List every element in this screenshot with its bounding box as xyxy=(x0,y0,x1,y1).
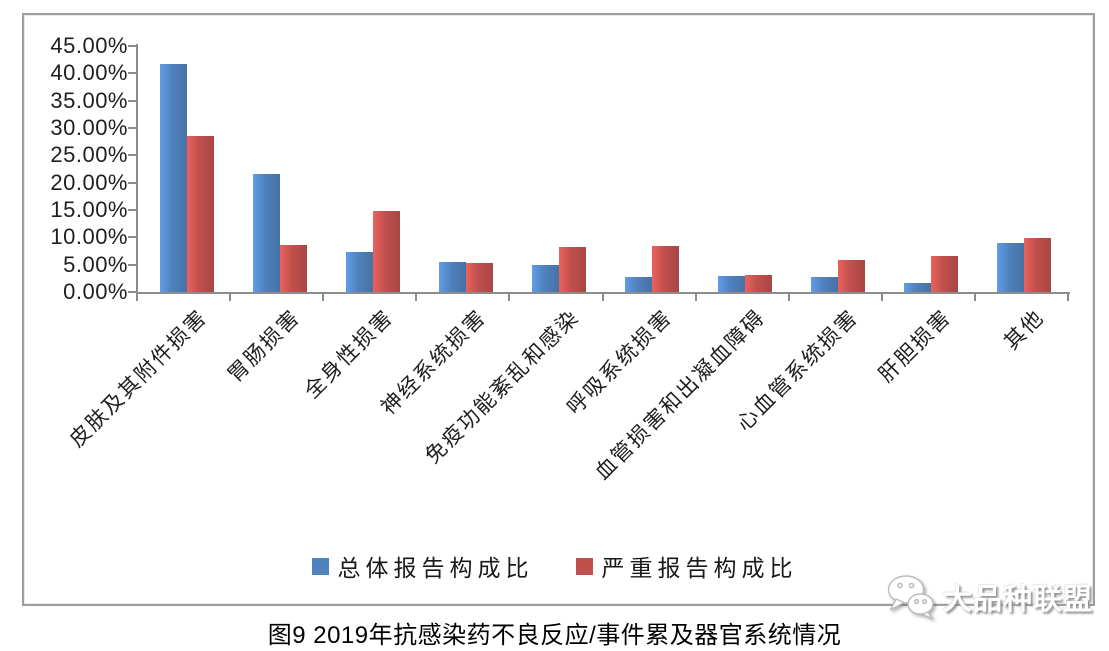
y-axis-tick-label: 40.00% xyxy=(50,60,128,86)
y-axis-tick xyxy=(128,236,136,239)
bar-serious-0 xyxy=(186,136,214,292)
y-axis-tick-label: 15.00% xyxy=(50,197,128,222)
y-axis-tick xyxy=(128,263,136,266)
watermark-text: 大品种联盟 xyxy=(942,583,1093,616)
y-axis-tick xyxy=(128,72,136,75)
x-axis-tick xyxy=(1067,294,1069,301)
bar-overall-3 xyxy=(438,262,466,292)
legend: 总体报告构成比 严重报告构成比 xyxy=(0,549,1109,583)
bar-overall-1 xyxy=(252,174,280,292)
x-axis-tick xyxy=(415,294,418,301)
y-axis-tick xyxy=(128,291,136,293)
y-axis-tick-label: 20.00% xyxy=(50,169,128,195)
x-axis-tick xyxy=(787,294,790,301)
bar-overall-4 xyxy=(531,265,559,292)
x-axis-tick xyxy=(508,294,511,301)
y-axis-tick-label: 0.00% xyxy=(63,279,128,304)
bar-overall-2 xyxy=(345,251,373,292)
y-axis-tick-label: 5.00% xyxy=(63,251,128,277)
legend-swatch-overall xyxy=(311,557,329,575)
y-axis-tick-label: 30.00% xyxy=(50,115,128,140)
y-axis-line xyxy=(136,44,138,294)
x-axis-line xyxy=(136,292,1070,294)
bar-serious-8 xyxy=(931,256,959,292)
watermark: 大品种联盟 xyxy=(885,573,1093,620)
y-axis-tick xyxy=(128,181,136,184)
bar-serious-6 xyxy=(745,274,773,292)
bar-serious-9 xyxy=(1024,238,1052,292)
y-axis-tick xyxy=(128,154,136,157)
bar-overall-8 xyxy=(904,282,932,292)
bar-overall-9 xyxy=(997,243,1025,292)
y-axis-tick-label: 35.00% xyxy=(50,87,128,113)
x-axis-tick xyxy=(973,294,976,301)
x-axis-tick xyxy=(136,294,138,301)
y-axis-tick-label: 10.00% xyxy=(50,224,128,250)
x-axis-tick xyxy=(229,294,232,301)
wechat-chat-bubbles-icon xyxy=(887,575,934,620)
x-axis-tick xyxy=(880,294,883,301)
bar-overall-5 xyxy=(625,276,653,292)
bar-serious-2 xyxy=(372,210,400,292)
bar-serious-1 xyxy=(279,244,307,292)
legend-item-serious: 严重报告构成比 xyxy=(575,549,798,583)
chart-border xyxy=(22,13,1095,606)
bar-overall-6 xyxy=(718,276,746,292)
y-axis-tick xyxy=(128,209,136,211)
y-axis-tick xyxy=(128,99,136,102)
figure-caption: 图9 2019年抗感染药不良反应/事件累及器官系统情况 xyxy=(267,622,842,649)
legend-swatch-serious xyxy=(575,557,593,575)
bar-serious-5 xyxy=(652,245,680,292)
bar-overall-7 xyxy=(811,277,839,292)
bar-serious-7 xyxy=(838,260,866,292)
y-axis-tick-label: 25.00% xyxy=(50,142,128,168)
bar-overall-0 xyxy=(159,64,187,292)
legend-item-overall: 总体报告构成比 xyxy=(311,549,534,583)
y-axis-tick xyxy=(128,45,136,47)
legend-label-serious: 严重报告构成比 xyxy=(601,555,798,581)
y-axis-tick xyxy=(128,127,136,129)
bar-serious-4 xyxy=(558,247,586,292)
y-axis-tick-label: 45.00% xyxy=(50,33,128,58)
legend-label-overall: 总体报告构成比 xyxy=(337,555,534,581)
x-axis-tick xyxy=(322,294,325,301)
x-axis-tick xyxy=(694,294,697,301)
bar-serious-3 xyxy=(465,263,493,292)
x-axis-tick xyxy=(601,294,604,301)
